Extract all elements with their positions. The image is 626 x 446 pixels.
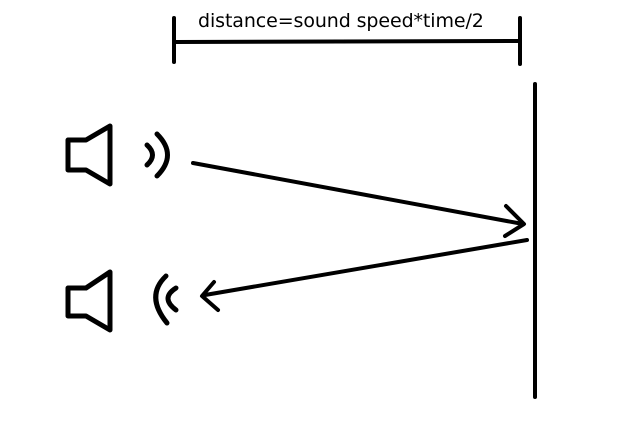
emitted-sound-arrow — [191, 161, 526, 238]
dimension-line — [174, 39, 520, 44]
reflected-sound-arrow — [200, 238, 529, 312]
distance-formula-label: distance=sound speed*time/2 — [198, 10, 484, 32]
speaker-icon — [65, 269, 113, 333]
sound-waves-incoming-icon — [153, 273, 179, 326]
speaker-icon — [65, 123, 113, 187]
sound-waves-outgoing-icon — [144, 131, 170, 179]
distance-dimension — [172, 16, 522, 66]
